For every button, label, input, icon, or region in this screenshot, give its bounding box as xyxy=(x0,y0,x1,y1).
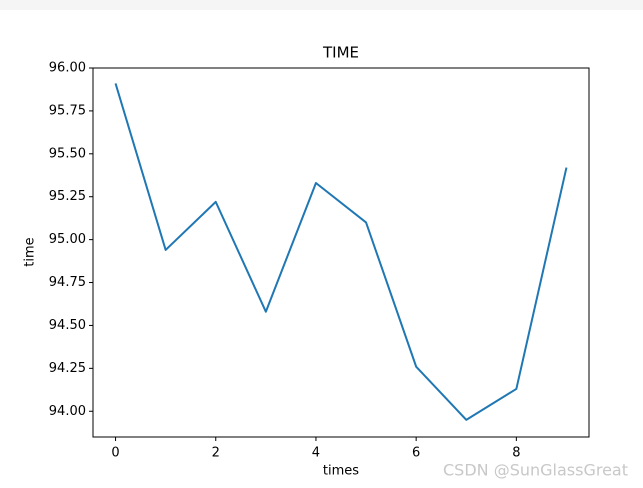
line xyxy=(114,83,568,421)
y-tick-label: 94.50 xyxy=(49,318,86,333)
y-tick-label: 94.75 xyxy=(49,275,86,290)
y-tick-label: 95.50 xyxy=(49,146,86,161)
plot-frame xyxy=(92,67,590,438)
y-tick-label: 94.00 xyxy=(49,404,86,419)
y-tick-label: 95.75 xyxy=(49,103,86,118)
chart-title: TIME xyxy=(322,44,359,62)
x-tick-label: 4 xyxy=(312,446,320,461)
x-tick-label: 6 xyxy=(412,446,420,461)
y-axis-label: time xyxy=(23,237,38,266)
y-tick-label: 96.00 xyxy=(49,61,86,76)
x-axis-label: times xyxy=(323,464,359,479)
top-bar xyxy=(0,0,643,10)
y-tick-label: 95.00 xyxy=(49,232,86,247)
x-tick-label: 0 xyxy=(111,446,119,461)
y-tick-label: 95.25 xyxy=(49,189,86,204)
x-tick-label: 2 xyxy=(212,446,220,461)
x-tick-label: 8 xyxy=(512,446,520,461)
watermark: CSDN @SunGlassGreat xyxy=(443,461,628,480)
y-tick-label: 94.25 xyxy=(49,361,86,376)
